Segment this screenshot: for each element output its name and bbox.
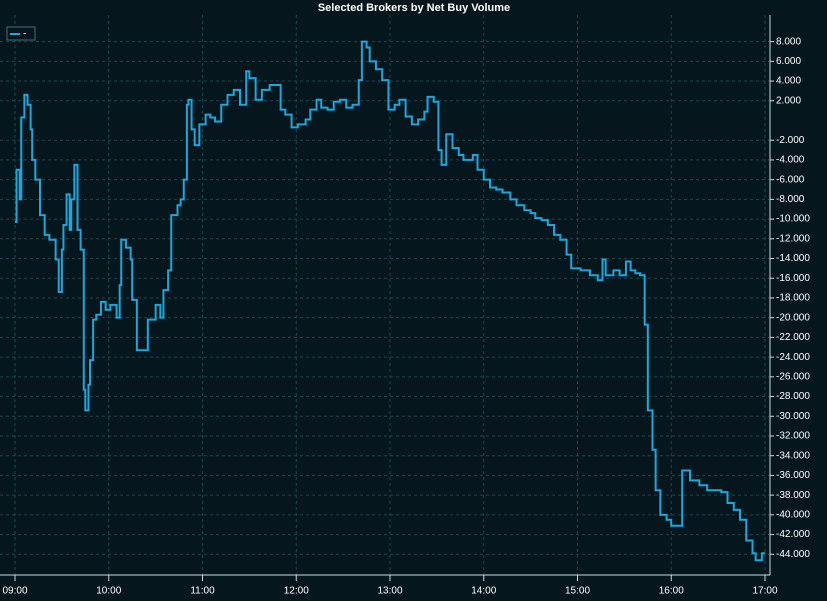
x-tick-label: 13:00 — [377, 586, 402, 597]
x-tick-label: 15:00 — [565, 586, 590, 597]
y-tick-label: -28.000 — [776, 391, 810, 402]
y-tick-label: -32.000 — [776, 431, 810, 442]
y-tick-label: -12.000 — [776, 233, 810, 244]
y-tick-label: -18.000 — [776, 293, 810, 304]
series-line — [15, 40, 765, 562]
y-tick-label: -10.000 — [776, 214, 810, 225]
x-tick-label: 12:00 — [284, 586, 309, 597]
y-tick-label: 8.000 — [776, 36, 801, 47]
y-tick-label: -38.000 — [776, 490, 810, 501]
y-tick-label: -8.000 — [776, 194, 805, 205]
y-tick-label: -16.000 — [776, 273, 810, 284]
x-tick-label: 17:00 — [752, 586, 777, 597]
y-tick-label: -40.000 — [776, 509, 810, 520]
y-tick-label: -42.000 — [776, 529, 810, 540]
y-tick-label: -44.000 — [776, 549, 810, 560]
y-tick-label: 2.000 — [776, 95, 801, 106]
y-tick-label: -6.000 — [776, 174, 805, 185]
y-tick-label: -34.000 — [776, 450, 810, 461]
y-tick-label: -2.000 — [776, 135, 805, 146]
x-tick-label: 11:00 — [190, 586, 215, 597]
y-tick-label: -14.000 — [776, 253, 810, 264]
legend-label: - — [23, 29, 26, 40]
x-tick-label: 16:00 — [659, 586, 684, 597]
y-tick-label: -22.000 — [776, 332, 810, 343]
x-tick-label: 10:00 — [96, 586, 121, 597]
x-tick-label: 09:00 — [2, 586, 27, 597]
x-tick-label: 14:00 — [471, 586, 496, 597]
y-tick-label: -30.000 — [776, 411, 810, 422]
y-tick-label: -20.000 — [776, 312, 810, 323]
legend-box — [6, 26, 36, 41]
y-tick-label: 6.000 — [776, 56, 801, 67]
y-tick-label: -36.000 — [776, 470, 810, 481]
y-tick-label: -26.000 — [776, 371, 810, 382]
y-tick-label: -4.000 — [776, 155, 805, 166]
y-tick-label: -24.000 — [776, 352, 810, 363]
chart-title: Selected Brokers by Net Buy Volume — [318, 2, 510, 14]
y-tick-label: 4.000 — [776, 76, 801, 87]
